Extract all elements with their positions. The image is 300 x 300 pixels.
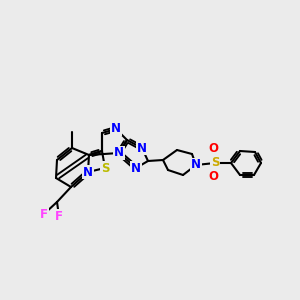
Text: N: N	[111, 122, 121, 136]
Text: O: O	[208, 142, 218, 155]
Text: N: N	[114, 146, 124, 160]
Text: N: N	[83, 166, 93, 178]
Text: S: S	[101, 161, 109, 175]
Text: N: N	[191, 158, 201, 172]
Text: S: S	[211, 157, 219, 169]
Text: O: O	[208, 170, 218, 184]
Text: F: F	[55, 209, 63, 223]
Text: N: N	[137, 142, 147, 154]
Text: N: N	[131, 161, 141, 175]
Text: F: F	[40, 208, 48, 220]
